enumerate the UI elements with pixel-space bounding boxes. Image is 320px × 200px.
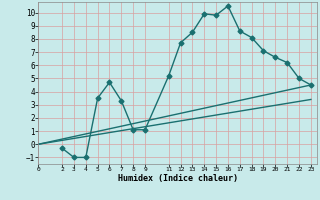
X-axis label: Humidex (Indice chaleur): Humidex (Indice chaleur) xyxy=(118,174,238,183)
